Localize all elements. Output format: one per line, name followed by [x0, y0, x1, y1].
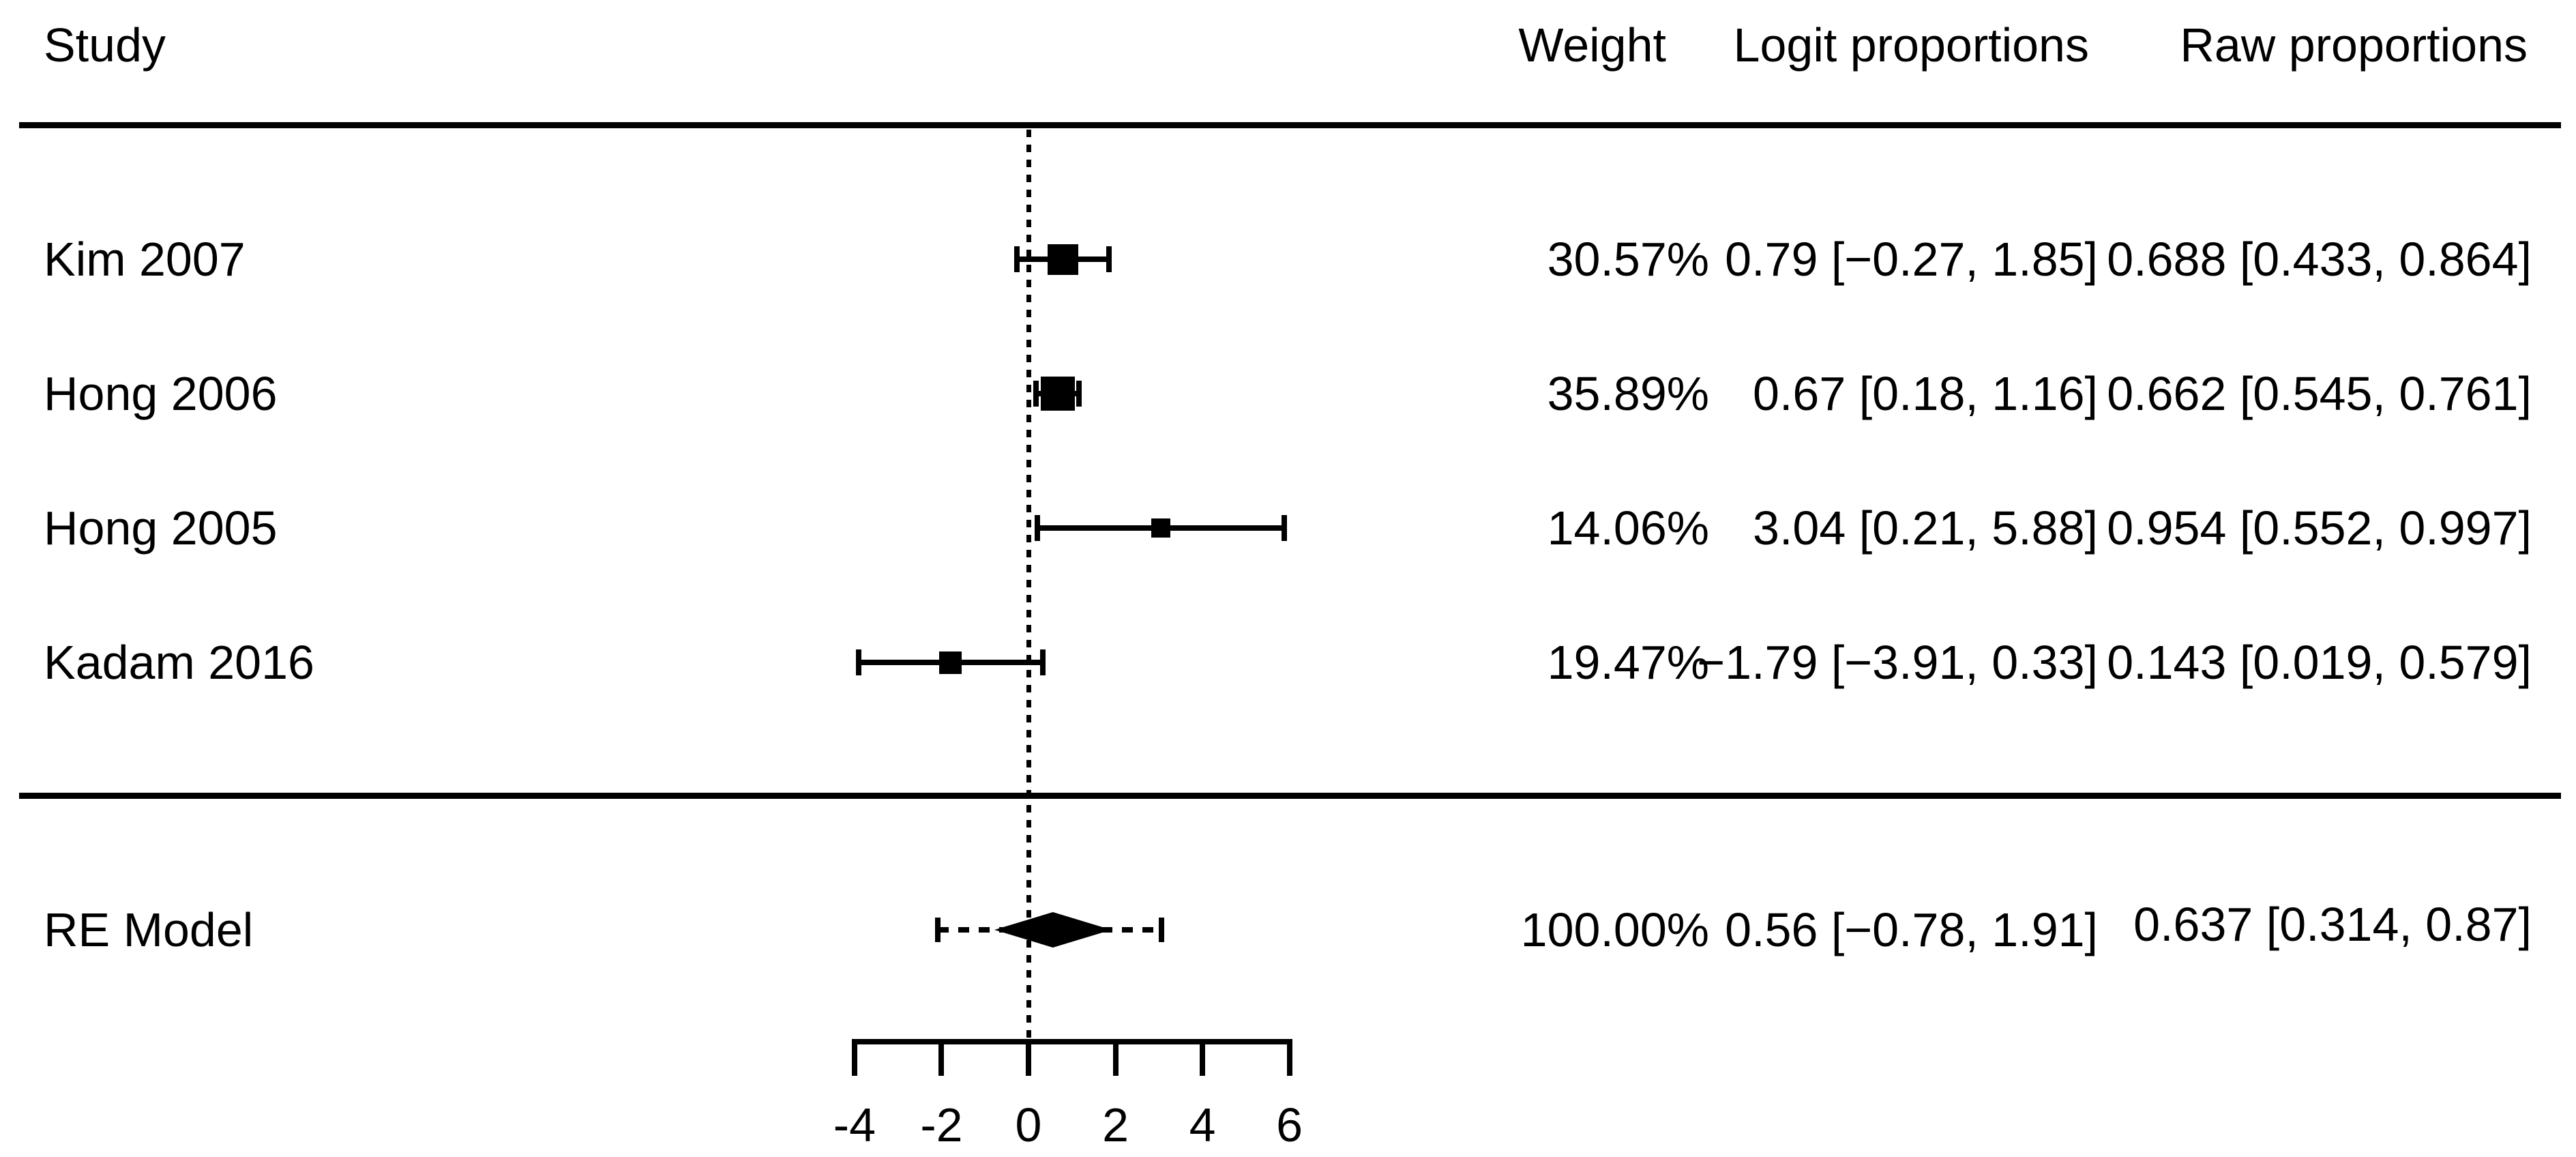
ci-cap-right — [1281, 515, 1287, 541]
x-axis-line — [851, 1039, 1292, 1044]
summary-label: RE Model — [44, 903, 254, 956]
summary-raw-value: 0.637 [0.314, 0.87] — [2133, 898, 2532, 951]
raw-value: 0.688 [0.433, 0.864] — [2107, 233, 2532, 286]
ci-cap-right — [1040, 649, 1046, 675]
column-header-raw: Raw proportions — [2180, 18, 2528, 72]
x-axis-tick — [1286, 1039, 1292, 1076]
ci-cap-left — [1013, 246, 1020, 272]
zero-reference-line — [1026, 130, 1031, 1039]
weight-value: 14.06% — [1547, 501, 1709, 555]
study-label: Kim 2007 — [44, 233, 246, 286]
x-axis-tick-label: 6 — [1276, 1098, 1303, 1152]
point-estimate-square — [1047, 244, 1078, 275]
ci-cap-left — [1033, 381, 1039, 407]
raw-value: 0.143 [0.019, 0.579] — [2107, 636, 2532, 689]
study-label: Hong 2006 — [44, 367, 278, 420]
column-header-study: Study — [44, 18, 166, 72]
x-axis-tick — [851, 1039, 857, 1076]
x-axis-tick — [1200, 1039, 1206, 1076]
ci-cap-right — [1106, 246, 1112, 272]
summary-logit-value: 0.56 [−0.78, 1.91] — [1725, 903, 2098, 956]
prediction-cap-right — [1159, 918, 1165, 942]
weight-value: 35.89% — [1547, 367, 1709, 420]
header-divider — [19, 122, 2561, 128]
summary-weight-value: 100.00% — [1520, 903, 1709, 956]
ci-cap-left — [855, 649, 861, 675]
raw-value: 0.954 [0.552, 0.997] — [2107, 501, 2532, 555]
weight-value: 30.57% — [1547, 233, 1709, 286]
point-estimate-square — [939, 651, 962, 674]
x-axis-tick-label: 0 — [1015, 1098, 1042, 1152]
x-axis-tick — [1026, 1039, 1031, 1076]
x-axis-tick — [1112, 1039, 1119, 1076]
logit-value: 0.67 [0.18, 1.16] — [1753, 367, 2098, 420]
raw-value: 0.662 [0.545, 0.761] — [2107, 367, 2532, 420]
x-axis-tick-label: 2 — [1102, 1098, 1129, 1152]
column-header-logit: Logit proportions — [1733, 18, 2089, 72]
x-axis-tick — [938, 1039, 945, 1076]
ci-cap-right — [1076, 381, 1082, 407]
logit-value: 3.04 [0.21, 5.88] — [1753, 501, 2098, 555]
column-header-weight: Weight — [1518, 18, 1666, 72]
x-axis-tick-label: -4 — [833, 1098, 876, 1152]
prediction-cap-left — [935, 918, 941, 942]
x-axis-tick-label: 4 — [1189, 1098, 1216, 1152]
summary-divider — [19, 793, 2561, 799]
point-estimate-square — [1151, 518, 1170, 538]
x-axis-tick-label: -2 — [920, 1098, 963, 1152]
point-estimate-square — [1040, 377, 1075, 411]
study-label: Kadam 2016 — [44, 636, 314, 689]
logit-value: 0.79 [−0.27, 1.85] — [1725, 233, 2098, 286]
weight-value: 19.47% — [1547, 636, 1709, 689]
ci-cap-left — [1035, 515, 1041, 541]
logit-value: −1.79 [−3.91, 0.33] — [1697, 636, 2098, 689]
study-label: Hong 2005 — [44, 501, 278, 555]
summary-diamond — [994, 912, 1112, 948]
